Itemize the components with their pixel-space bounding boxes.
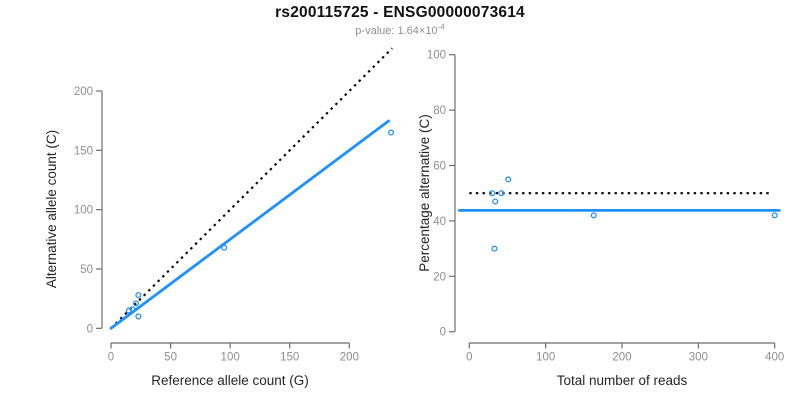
x-tick-label: 400 [765, 352, 784, 364]
y-tick-label: 100 [427, 50, 446, 62]
x-tick-label: 200 [612, 352, 631, 364]
y-tick-label: 40 [433, 216, 446, 228]
right-y-axis-title: Percentage alternative (C) [417, 114, 432, 272]
x-tick-label: 200 [340, 352, 359, 364]
y-tick-label: 50 [80, 264, 93, 276]
y-tick-label: 200 [74, 86, 93, 98]
reference-lines [457, 192, 781, 212]
fit-line [109, 119, 391, 330]
y-tick-label: 80 [433, 105, 446, 117]
right-plot-drawing: 0 100 200 300 400 0 20 40 60 80 100 [427, 50, 784, 364]
data-points [125, 129, 395, 320]
left-y-axis-title: Alternative allele count (C) [44, 130, 59, 288]
data-point [590, 212, 597, 219]
x-tick-label: 0 [108, 352, 114, 364]
right-x-axis-title: Total number of reads [557, 373, 688, 388]
identity-line [110, 47, 393, 330]
y-tick-label: 0 [87, 323, 93, 335]
data-point [491, 245, 498, 252]
left-plot-drawing: 0 50 100 150 200 0 50 100 150 200 [74, 47, 395, 364]
data-point [498, 190, 505, 197]
data-point [129, 306, 136, 313]
x-tick-label: 100 [221, 352, 240, 364]
data-point [489, 190, 496, 197]
x-tick-label: 300 [689, 352, 708, 364]
y-tick-label: 150 [74, 145, 93, 157]
data-point [771, 212, 778, 219]
x-tick-label: 0 [466, 352, 472, 364]
y-tick-label: 20 [433, 271, 446, 283]
left-plot: 0 50 100 150 200 0 50 100 150 200 Reference allel… [44, 47, 395, 388]
left-x-axis-title: Reference allele count (G) [151, 373, 309, 388]
y-tick-label: 100 [74, 205, 93, 217]
data-point [505, 176, 512, 183]
reference-lines [109, 47, 393, 330]
x-tick-label: 100 [536, 352, 555, 364]
data-point [135, 292, 142, 299]
y-tick-label: 60 [433, 161, 446, 173]
data-point [492, 198, 499, 205]
data-point [387, 129, 395, 136]
data-point [132, 300, 140, 307]
x-tick-label: 150 [280, 352, 299, 364]
data-point [135, 313, 142, 320]
x-tick-label: 50 [164, 352, 177, 364]
y-tick-label: 0 [440, 327, 446, 339]
data-point [125, 307, 132, 314]
data-point [221, 244, 228, 251]
data-points [489, 176, 778, 252]
right-plot: 0 100 200 300 400 0 20 40 60 80 100 Total number o… [417, 50, 784, 388]
